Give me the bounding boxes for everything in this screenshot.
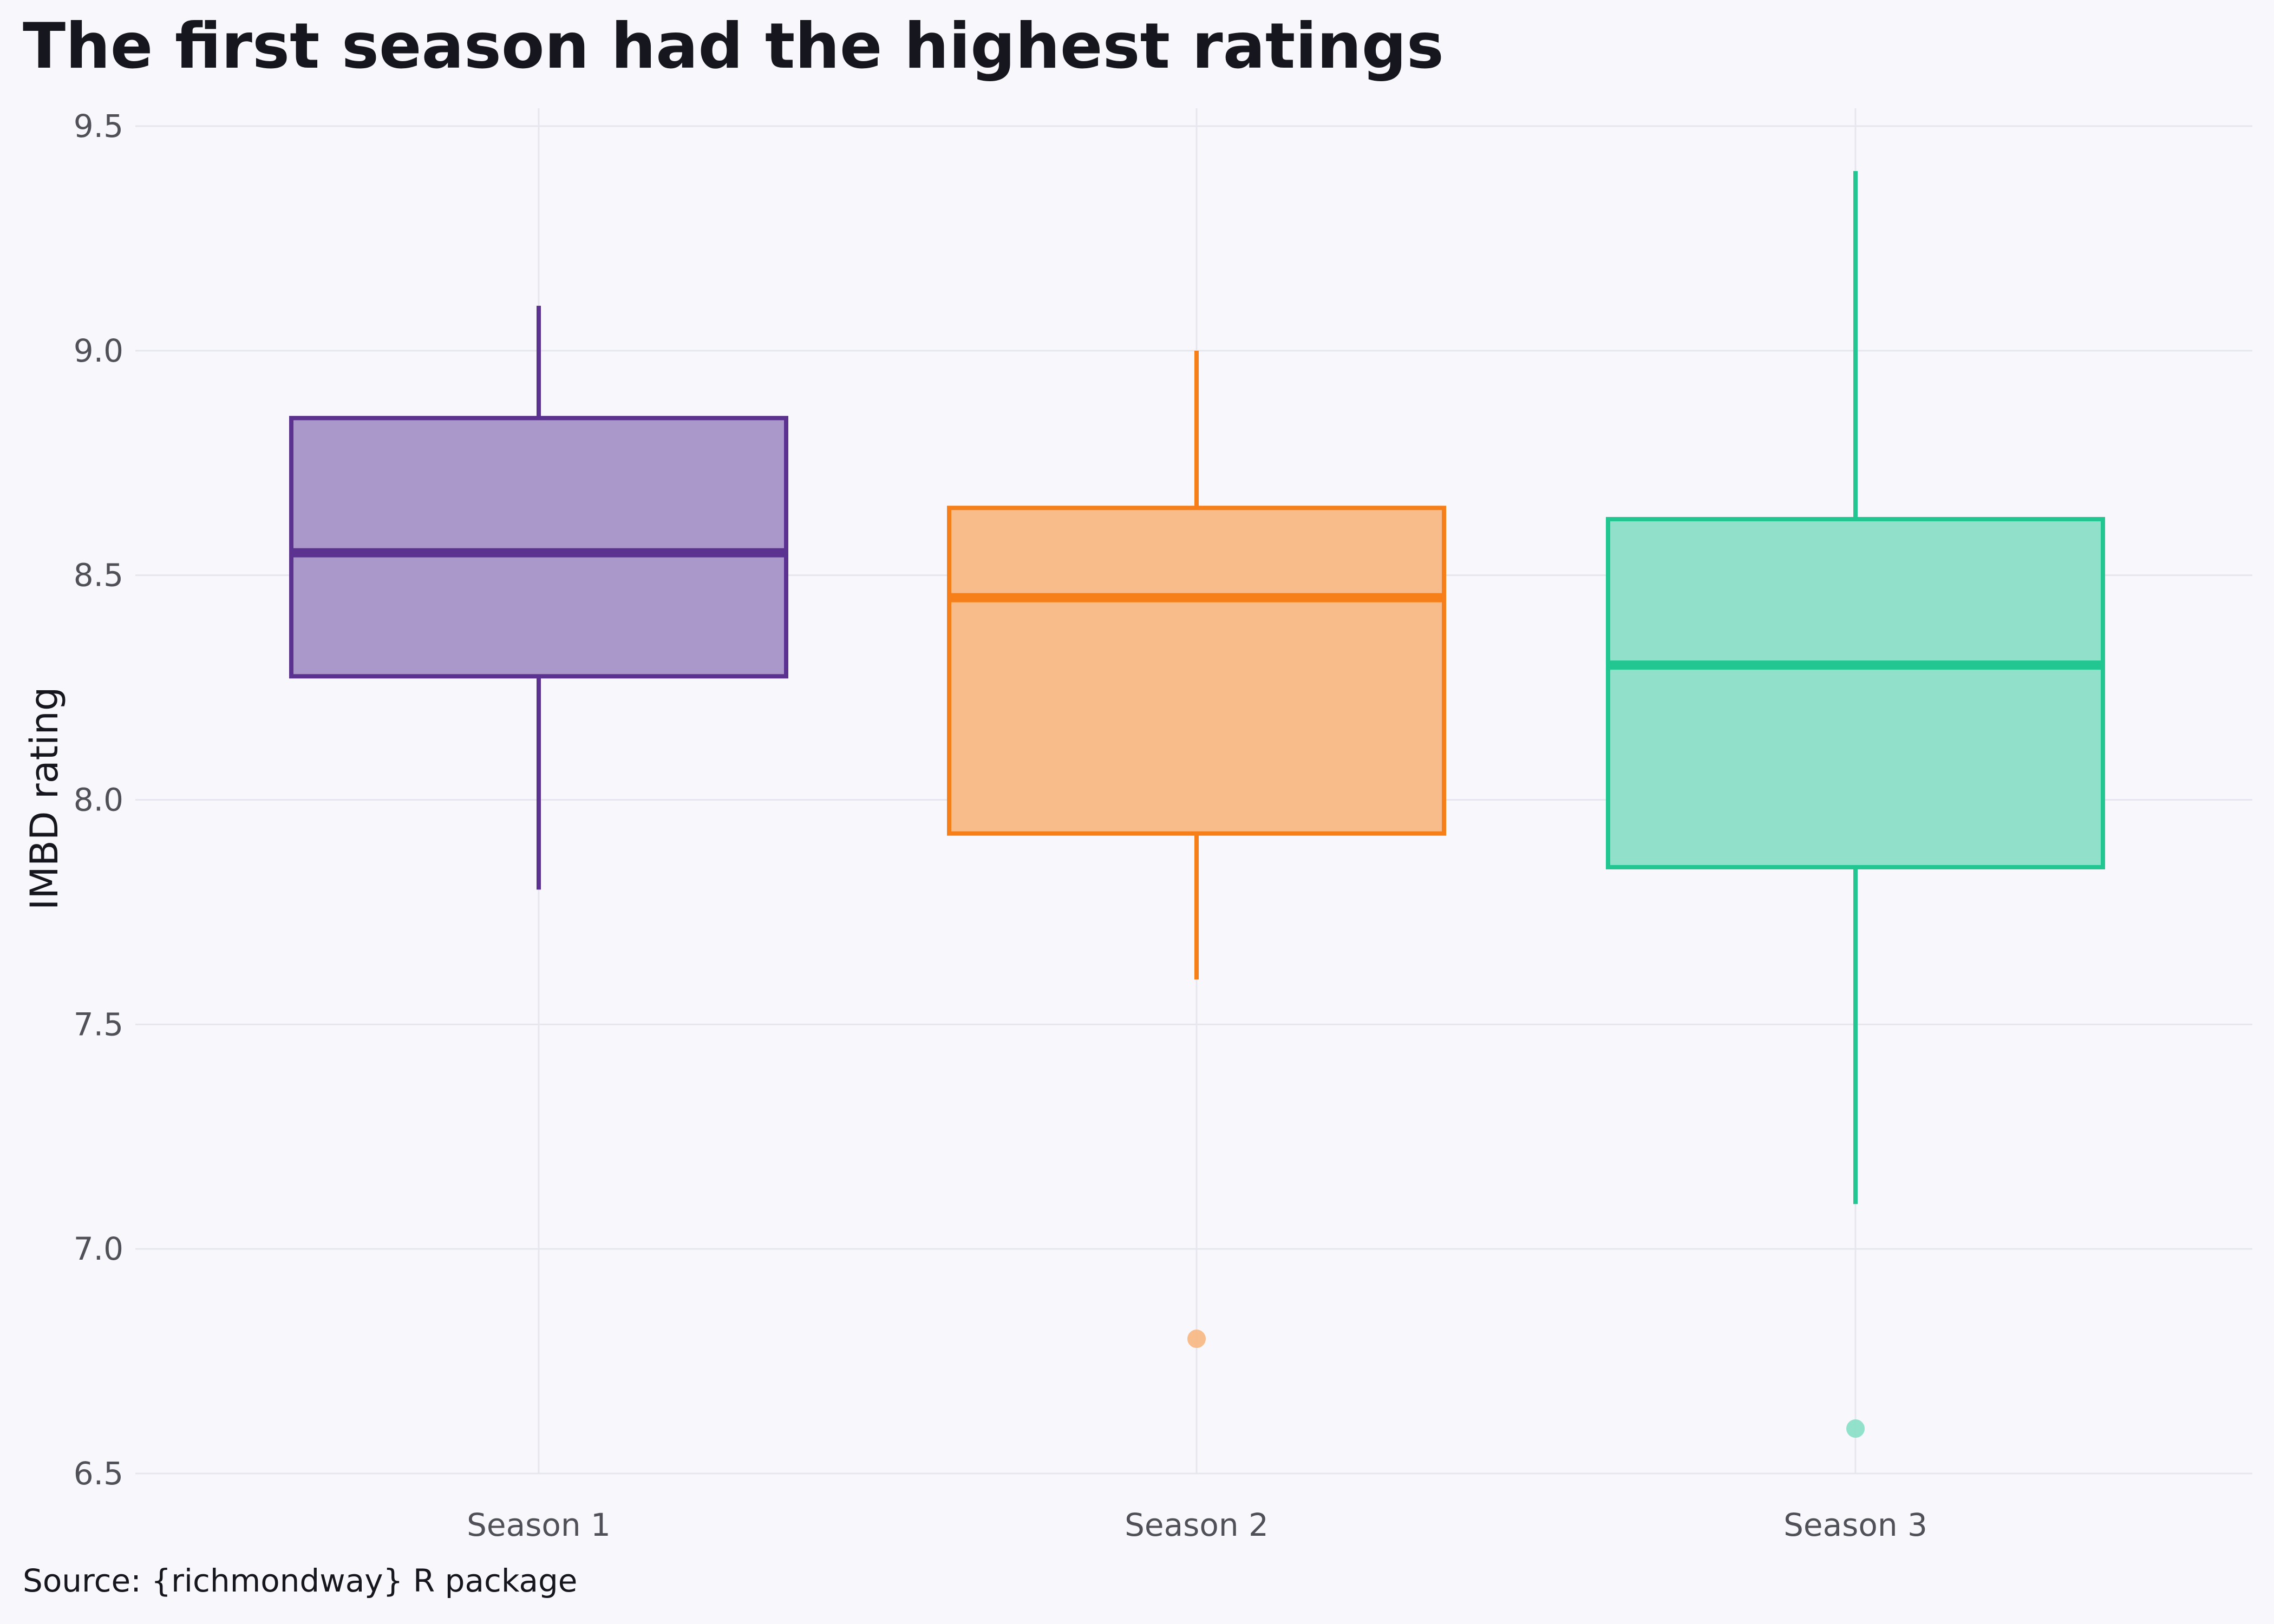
y-tick-label: 8.0 xyxy=(74,782,123,818)
y-tick-label: 6.5 xyxy=(74,1455,123,1492)
y-tick-label: 8.5 xyxy=(74,557,123,594)
box-plot-3 xyxy=(1606,171,2105,1438)
x-tick-label: Season 1 xyxy=(467,1507,611,1543)
box-plot-1 xyxy=(289,305,788,890)
outlier-point xyxy=(1846,1419,1865,1438)
y-tick-label: 7.5 xyxy=(74,1006,123,1043)
y-axis-label: IMBD rating xyxy=(22,687,67,911)
box-plot-2 xyxy=(947,350,1446,1348)
plot-area xyxy=(289,171,2105,1438)
iqr-box xyxy=(947,506,1446,836)
y-tick-label: 7.0 xyxy=(74,1230,123,1267)
iqr-box xyxy=(1606,516,2105,869)
y-tick-label: 9.0 xyxy=(74,332,123,369)
source-note: Source: {richmondway} R package xyxy=(23,1562,578,1599)
y-tick-label: 9.5 xyxy=(74,108,123,145)
x-tick-label: Season 3 xyxy=(1783,1507,1927,1543)
axes: 6.5 7.0 7.5 8.0 8.5 9.0 9.5 Season 1 Season 2 Sea… xyxy=(74,108,1927,1543)
iqr-box xyxy=(289,416,788,679)
x-tick-label: Season 2 xyxy=(1125,1507,1269,1543)
outlier-point xyxy=(1187,1330,1206,1348)
chart-title: The first season had the highest ratings xyxy=(23,10,1444,83)
